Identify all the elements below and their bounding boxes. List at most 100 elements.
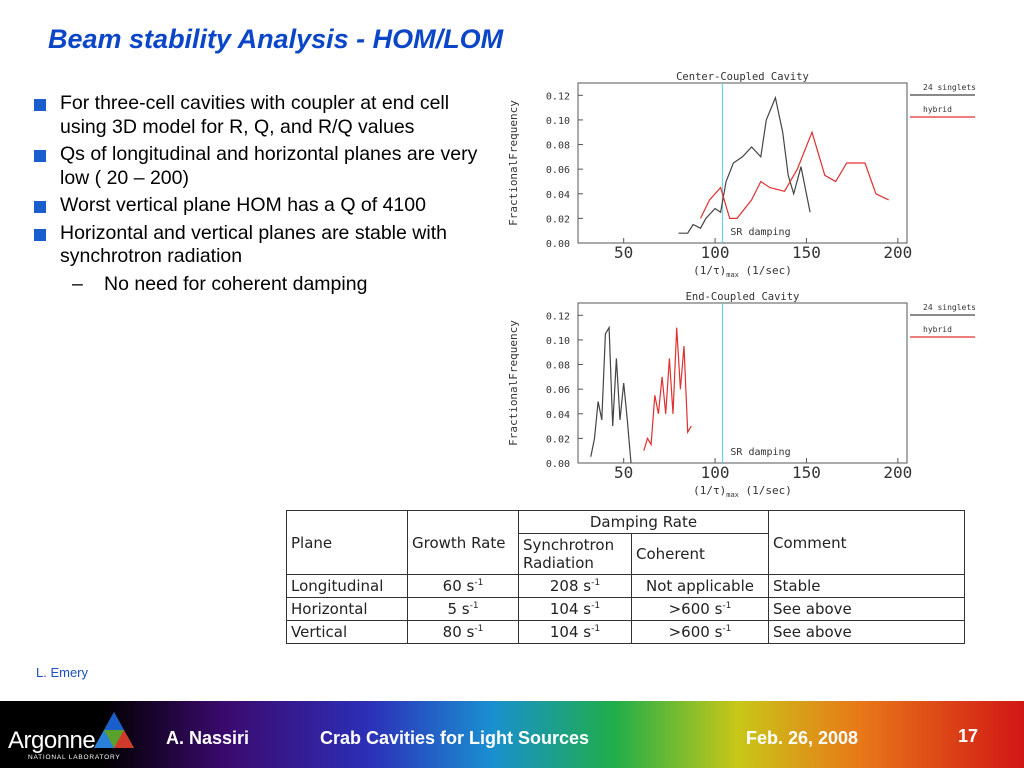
y-tick-label: 0.08 xyxy=(546,141,570,152)
sub-bullet-dash: – xyxy=(72,272,83,295)
cell-growth: 5 s-1 xyxy=(407,597,519,621)
cell-comment: Stable xyxy=(768,574,965,598)
argonne-logo-icon xyxy=(94,712,134,748)
x-tick-label: 50 xyxy=(614,243,633,262)
table-row: Vertical 80 s-1 104 s-1 >600 s-1 See abo… xyxy=(286,620,965,644)
cell-growth: 80 s-1 xyxy=(407,620,519,644)
y-tick-label: 0.00 xyxy=(546,239,570,250)
sr-damping-label: SR damping xyxy=(730,227,790,238)
bullet-item: Horizontal and vertical planes are stabl… xyxy=(30,222,500,269)
bullet-square-icon xyxy=(34,228,46,241)
table-row: Longitudinal 60 s-1 208 s-1 Not applicab… xyxy=(286,574,965,598)
logo-wordmark: Argonne xyxy=(8,727,96,754)
x-axis-label-sub: max xyxy=(726,491,739,499)
y-tick-label: 0.04 xyxy=(546,190,570,201)
sr-damping-label: SR damping xyxy=(730,447,790,458)
x-axis-label-main: (1/τ) xyxy=(693,264,726,277)
x-tick-label: 150 xyxy=(792,463,821,482)
cell-coherent: >600 s-1 xyxy=(631,620,769,644)
y-tick-label: 0.06 xyxy=(546,385,570,396)
header-synchrotron-radiation: Synchrotron Radiation xyxy=(518,533,632,575)
y-tick-label: 0.12 xyxy=(546,91,570,102)
x-tick-label: 100 xyxy=(701,243,730,262)
legend-label: 24 singlets xyxy=(923,83,976,92)
bullet-square-icon xyxy=(34,201,46,213)
y-tick-label: 0.10 xyxy=(546,336,570,347)
cell-coherent: Not applicable xyxy=(631,574,769,598)
header-comment: Comment xyxy=(768,510,965,575)
x-axis-label: (1/τ)max (1/sec) xyxy=(693,264,792,279)
y-tick-label: 0.10 xyxy=(546,116,570,127)
x-axis-label-main: (1/τ) xyxy=(693,484,726,497)
cell-comment: See above xyxy=(768,597,965,621)
y-tick-label: 0.02 xyxy=(546,214,570,225)
cell-coherent: >600 s-1 xyxy=(631,597,769,621)
y-tick-label: 0.02 xyxy=(546,434,570,445)
series-line xyxy=(590,325,632,464)
bullet-text: Qs of longitudinal and horizontal planes… xyxy=(60,143,478,189)
bullet-item: For three-cell cavities with coupler at … xyxy=(30,92,500,139)
sub-bullet-item: – No need for coherent damping xyxy=(30,273,500,297)
footer-author: A. Nassiri xyxy=(166,728,250,748)
bullet-text: For three-cell cavities with coupler at … xyxy=(60,92,450,138)
bullet-text: Horizontal and vertical planes are stabl… xyxy=(60,221,447,268)
footer-talk-title: Crab Cavities for Light Sources xyxy=(320,728,590,748)
cell-growth: 60 s-1 xyxy=(407,574,519,598)
bullet-square-icon xyxy=(34,99,46,111)
y-axis-label: FractionalFrequency xyxy=(507,100,520,226)
plot-frame xyxy=(577,82,908,244)
legend-label: hybrid xyxy=(923,105,952,114)
chart-title: End-Coupled Cavity xyxy=(686,291,800,303)
x-axis-label-sub: max xyxy=(726,271,739,279)
x-axis-label-unit: (1/sec) xyxy=(739,264,792,277)
header-growth-rate: Growth Rate xyxy=(407,510,519,575)
y-tick-label: 0.08 xyxy=(546,361,570,372)
bullet-list: For three-cell cavities with coupler at … xyxy=(30,92,500,296)
y-tick-label: 0.00 xyxy=(546,459,570,470)
bullet-square-icon xyxy=(34,150,46,162)
center-coupled-cavity-chart: Center-Coupled Cavity 0.00 0.02 0.04 0.06 0.0… xyxy=(505,70,980,280)
logo-subtitle: NATIONAL LABORATORY xyxy=(28,754,121,761)
series-line xyxy=(699,130,889,219)
cell-plane: Longitudinal xyxy=(286,574,408,598)
series-line xyxy=(643,327,692,451)
y-tick-label: 0.06 xyxy=(546,165,570,176)
center-coupled-chart-svg: Center-Coupled Cavity 0.00 0.02 0.04 0.06 0.0… xyxy=(507,71,976,279)
slide-title: Beam stability Analysis - HOM/LOM xyxy=(48,24,504,54)
y-axis-label: FractionalFrequency xyxy=(507,320,520,446)
bullet-text: Worst vertical plane HOM has a Q of 4100 xyxy=(60,194,426,216)
cell-sync: 208 s-1 xyxy=(518,574,632,598)
header-damping-rate: Damping Rate xyxy=(518,510,769,534)
credit-text: L. Emery xyxy=(36,665,89,680)
x-tick-label: 100 xyxy=(701,463,730,482)
header-coherent: Coherent xyxy=(631,533,769,575)
y-tick-label: 0.12 xyxy=(546,311,570,322)
end-coupled-cavity-chart: End-Coupled Cavity 0.00 0.02 0.04 0.06 0.08 0.… xyxy=(505,290,980,500)
cell-plane: Vertical xyxy=(286,620,408,644)
table-row: Horizontal 5 s-1 104 s-1 >600 s-1 See ab… xyxy=(286,597,965,621)
legend-label: 24 singlets xyxy=(923,303,976,312)
bullet-item: Qs of longitudinal and horizontal planes… xyxy=(30,143,500,190)
sub-bullet-text: No need for coherent damping xyxy=(104,272,368,295)
page-number: 17 xyxy=(958,726,979,746)
x-axis-label-unit: (1/sec) xyxy=(739,484,792,497)
x-axis-label: (1/τ)max (1/sec) xyxy=(693,484,792,499)
cell-comment: See above xyxy=(768,620,965,644)
cell-sync: 104 s-1 xyxy=(518,620,632,644)
x-tick-label: 50 xyxy=(614,463,633,482)
y-tick-label: 0.04 xyxy=(546,410,570,421)
header-plane: Plane xyxy=(286,510,408,575)
cell-sync: 104 s-1 xyxy=(518,597,632,621)
x-tick-label: 200 xyxy=(883,463,912,482)
footer-date: Feb. 26, 2008 xyxy=(746,728,859,748)
plot-frame xyxy=(577,302,908,464)
series-line xyxy=(678,95,811,234)
damping-rate-table: Plane Growth Rate Damping Rate Comment S… xyxy=(286,510,965,644)
chart-title: Center-Coupled Cavity xyxy=(676,71,809,83)
x-tick-label: 200 xyxy=(883,243,912,262)
legend-label: hybrid xyxy=(923,325,952,334)
x-tick-label: 150 xyxy=(792,243,821,262)
footer-bar xyxy=(0,701,1024,768)
end-coupled-chart-svg: End-Coupled Cavity 0.00 0.02 0.04 0.06 0.08 0.… xyxy=(507,291,976,499)
bullet-item: Worst vertical plane HOM has a Q of 4100 xyxy=(30,194,500,218)
